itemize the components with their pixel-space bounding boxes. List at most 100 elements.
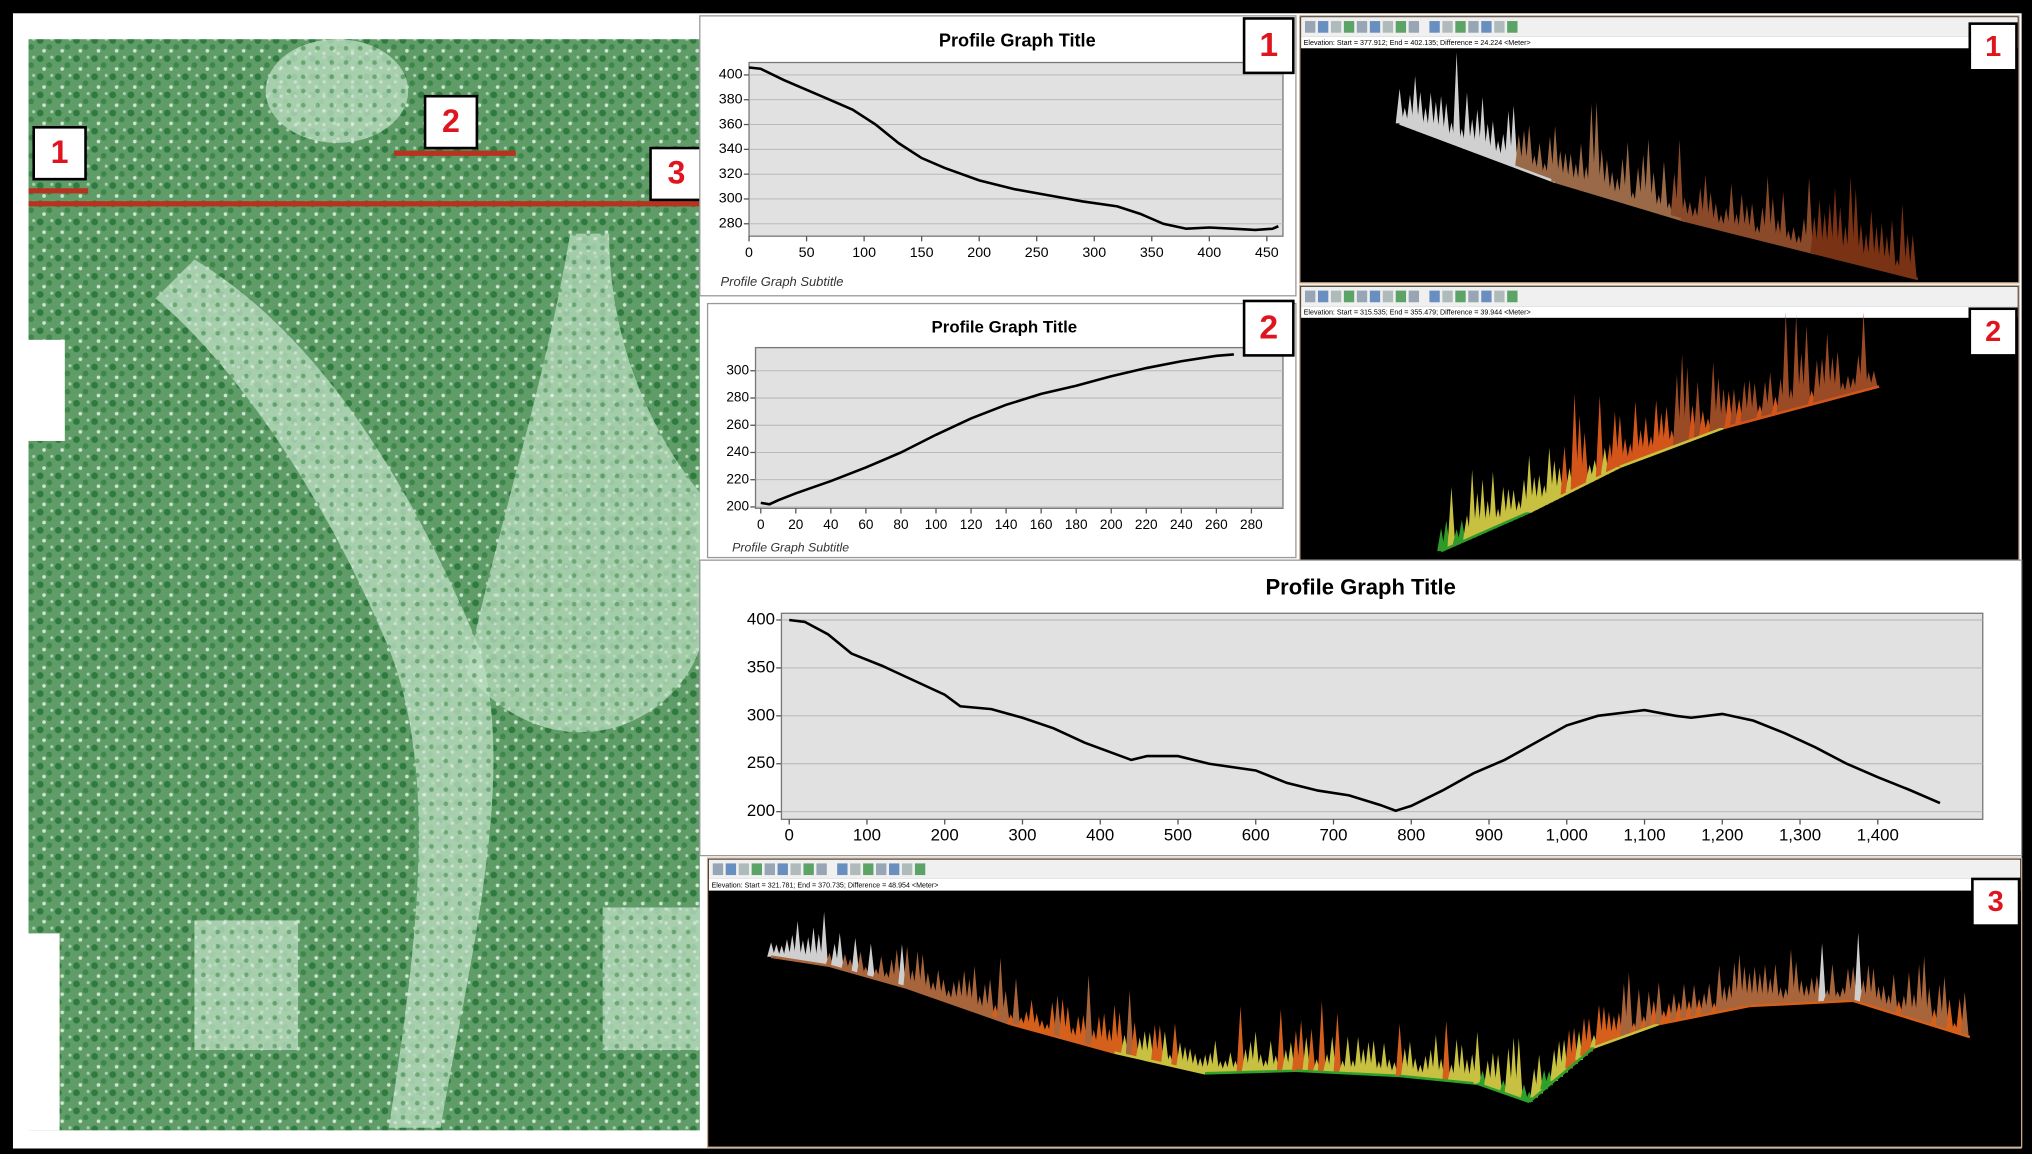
chart-title: Profile Graph Title: [1265, 574, 1455, 599]
label-number: 2: [1985, 316, 2001, 348]
x-tick-label: 50: [799, 245, 815, 261]
tool-icon: [713, 863, 723, 875]
page: {"chart_data":[ {"type":"line","title":"…: [0, 0, 2032, 1154]
y-tick-label: 320: [719, 166, 743, 182]
y-tick-label: 260: [726, 417, 749, 432]
y-tick-label: 350: [747, 657, 775, 676]
x-tick-label: 220: [1135, 517, 1158, 532]
plot-area: [781, 613, 1982, 819]
x-tick-label: 1,300: [1779, 826, 1821, 845]
x-tick-label: 250: [1025, 245, 1049, 261]
x-tick-label: 400: [1086, 826, 1114, 845]
tool-icon: [765, 863, 775, 875]
tool-icon: [1468, 21, 1478, 33]
tool-icon: [1331, 21, 1341, 33]
tool-icon: [1305, 21, 1315, 33]
tool-icon: [863, 863, 873, 875]
x-tick-label: 600: [1242, 826, 1270, 845]
tool-icon: [791, 863, 801, 875]
label-number: 2: [1259, 309, 1278, 346]
tool-icon: [1409, 21, 1419, 33]
chart-title: Profile Graph Title: [939, 31, 1096, 51]
x-tick-label: 200: [1100, 517, 1123, 532]
tool-icon: [1318, 21, 1328, 33]
x-tick-label: 350: [1140, 245, 1164, 261]
tool-icon: [816, 863, 826, 875]
x-tick-label: 1,000: [1546, 826, 1588, 845]
tool-icon: [803, 863, 813, 875]
tool-icon: [1357, 21, 1367, 33]
y-tick-label: 400: [719, 67, 743, 83]
x-tick-label: 120: [960, 517, 983, 532]
label-number: 1: [1259, 27, 1278, 64]
x-tick-label: 260: [1205, 517, 1228, 532]
y-tick-label: 250: [747, 753, 775, 772]
tool-icon: [1396, 21, 1406, 33]
tool-icon: [1481, 21, 1491, 33]
y-tick-label: 380: [719, 91, 743, 107]
map-notch: [29, 933, 60, 1130]
x-tick-label: 240: [1170, 517, 1193, 532]
x-tick-label: 160: [1030, 517, 1053, 532]
label-number: 2: [442, 103, 460, 139]
chart-title: Profile Graph Title: [932, 318, 1078, 337]
tool-icon: [1357, 291, 1367, 303]
tool-icon: [876, 863, 886, 875]
y-tick-label: 360: [719, 116, 743, 132]
y-tick-label: 400: [747, 609, 775, 628]
x-tick-label: 700: [1319, 826, 1347, 845]
tool-icon: [1455, 21, 1465, 33]
tool-icon: [902, 863, 912, 875]
tool-icon: [1396, 291, 1406, 303]
x-tick-label: 900: [1475, 826, 1503, 845]
tool-icon: [1494, 21, 1504, 33]
x-tick-label: 100: [853, 826, 881, 845]
tool-icon: [1370, 21, 1380, 33]
x-tick-label: 1,400: [1857, 826, 1899, 845]
y-tick-label: 220: [726, 471, 749, 486]
x-tick-label: 0: [745, 245, 753, 261]
tool-icon: [1429, 291, 1439, 303]
plot-area: [756, 348, 1283, 509]
x-tick-label: 180: [1065, 517, 1088, 532]
clearing: [194, 920, 298, 1050]
tool-icon: [1344, 291, 1354, 303]
status-text: Elevation: Start = 321.781; End = 370.73…: [711, 881, 938, 889]
y-tick-label: 300: [719, 191, 743, 207]
status-text: Elevation: Start = 377.912; End = 402.13…: [1304, 39, 1531, 47]
y-tick-label: 300: [726, 362, 749, 377]
clearing: [603, 907, 700, 1050]
x-tick-label: 800: [1397, 826, 1425, 845]
x-tick-label: 20: [788, 517, 804, 532]
tool-icon: [889, 863, 899, 875]
tool-icon: [726, 863, 736, 875]
tool-icon: [1318, 291, 1328, 303]
x-tick-label: 1,100: [1623, 826, 1665, 845]
x-tick-label: 300: [1008, 826, 1036, 845]
figure: 1 2 3 Elevation: Start = 377.912; End = 402…: [0, 0, 2032, 1154]
x-tick-label: 300: [1082, 245, 1106, 261]
toolbar: [1301, 287, 2018, 306]
x-tick-label: 0: [757, 517, 765, 532]
x-tick-label: 140: [995, 517, 1018, 532]
label-number: 3: [668, 155, 686, 191]
toolbar: [1301, 17, 2018, 36]
tool-icon: [752, 863, 762, 875]
status-text: Elevation: Start = 315.535; End = 355.47…: [1304, 309, 1531, 317]
x-tick-label: 450: [1255, 245, 1279, 261]
x-tick-label: 500: [1164, 826, 1192, 845]
tool-icon: [1507, 21, 1517, 33]
chart-subtitle: Profile Graph Subtitle: [721, 274, 844, 289]
tool-icon: [1494, 291, 1504, 303]
tool-icon: [1442, 21, 1452, 33]
x-tick-label: 40: [823, 517, 839, 532]
tool-icon: [915, 863, 925, 875]
tool-icon: [1468, 291, 1478, 303]
viewer-panel: [1300, 285, 2019, 566]
x-tick-label: 150: [910, 245, 934, 261]
tool-icon: [1370, 291, 1380, 303]
x-tick-label: 60: [858, 517, 874, 532]
clearing: [266, 39, 409, 143]
chart-subtitle: Profile Graph Subtitle: [732, 541, 849, 555]
y-tick-label: 240: [726, 444, 749, 459]
